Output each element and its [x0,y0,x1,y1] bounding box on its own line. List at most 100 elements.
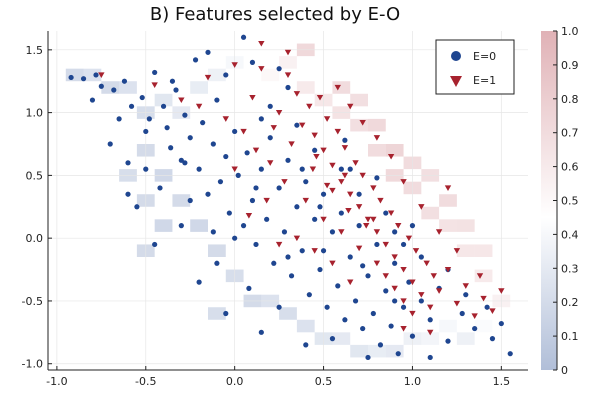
heatmap-cell [456,244,475,257]
legend-marker-e0 [451,51,461,61]
heatmap-cell [119,81,137,94]
point-e1 [418,292,425,298]
point-e0 [338,166,344,172]
colorbar-gradient [541,31,557,370]
point-e0 [164,125,170,131]
point-e0 [249,59,256,65]
point-e1 [245,212,253,219]
heatmap-cell [65,68,84,82]
point-e1 [400,179,407,185]
point-e1 [98,72,105,78]
heatmap-cell [439,219,457,232]
point-e0 [121,78,128,84]
heatmap-cell [332,332,351,345]
point-e0 [285,157,291,163]
point-e0 [187,197,193,204]
point-e0 [246,285,252,291]
point-e1 [498,288,505,294]
point-e1 [453,300,461,307]
point-e1 [329,260,336,267]
heatmap-cell [172,194,191,207]
point-e0 [392,229,398,235]
point-e1 [311,248,318,254]
point-e1 [377,197,384,204]
point-e0 [223,153,229,160]
point-e1 [444,185,452,191]
point-e1 [370,185,377,191]
point-e0 [303,342,309,348]
point-e1 [258,66,265,72]
point-e0 [427,317,433,323]
point-e0 [370,310,376,317]
point-e1 [430,273,437,279]
point-e0 [427,354,433,361]
point-e0 [152,241,158,248]
y-tick-label: 0.0 [26,232,44,245]
point-e0 [160,103,167,109]
point-e0 [214,260,220,266]
point-e0 [267,135,273,141]
heatmap-cell [279,56,297,69]
point-e0 [324,304,330,310]
point-e1 [476,273,484,279]
heatmap-cell [439,194,457,207]
point-e0 [360,263,366,269]
point-e0 [182,160,188,166]
point-e0 [253,241,259,248]
point-e0 [178,223,184,229]
point-e0 [143,166,149,172]
point-e0 [329,336,336,342]
point-e1 [359,172,366,179]
colorbar-tick-label: 0.5 [561,195,579,208]
point-e0 [196,166,202,172]
heatmap-cell [208,68,226,82]
point-e0 [317,204,323,210]
point-e0 [258,166,264,172]
point-e0 [383,288,389,294]
y-tick-label: 0.5 [26,169,44,182]
point-e1 [423,260,430,267]
point-e1 [387,153,395,160]
point-e0 [507,351,513,357]
point-e0 [365,273,371,279]
point-e0 [294,204,300,210]
point-e0 [285,254,291,260]
point-e0 [249,197,256,204]
point-e0 [365,354,371,361]
point-e0 [347,254,353,260]
point-e0 [139,94,145,101]
point-e0 [400,304,407,310]
point-e1 [480,295,487,302]
point-e0 [347,166,353,172]
point-e0 [267,103,273,109]
point-e1 [382,273,389,279]
point-e0 [157,185,163,191]
colorbar-tick-label: 0 [561,364,568,377]
point-e0 [232,128,238,135]
point-e0 [271,260,277,266]
point-e0 [356,191,362,197]
point-e1 [293,91,301,97]
point-e1 [302,197,309,204]
point-e0 [240,34,247,40]
heatmap-cell [83,68,102,82]
point-e0 [409,223,416,229]
point-e1 [252,147,260,154]
heatmap-cell [474,244,493,257]
point-e0 [360,325,366,332]
chart-title: B) Features selected by E-O [150,4,400,25]
point-e1 [293,235,301,242]
point-e0 [276,66,282,72]
point-e0 [392,298,398,304]
point-e0 [329,229,336,235]
heatmap-cell [279,307,297,320]
point-e1 [364,216,372,223]
x-tick-label: 1.5 [493,375,511,388]
legend: E=0 E=1 [435,39,515,95]
y-tick-label: -1.0 [22,358,43,371]
colorbar-tick-label: 0.2 [561,296,579,309]
y-tick-label: 1.0 [26,107,44,120]
point-e1 [338,179,345,185]
point-e0 [143,128,149,135]
